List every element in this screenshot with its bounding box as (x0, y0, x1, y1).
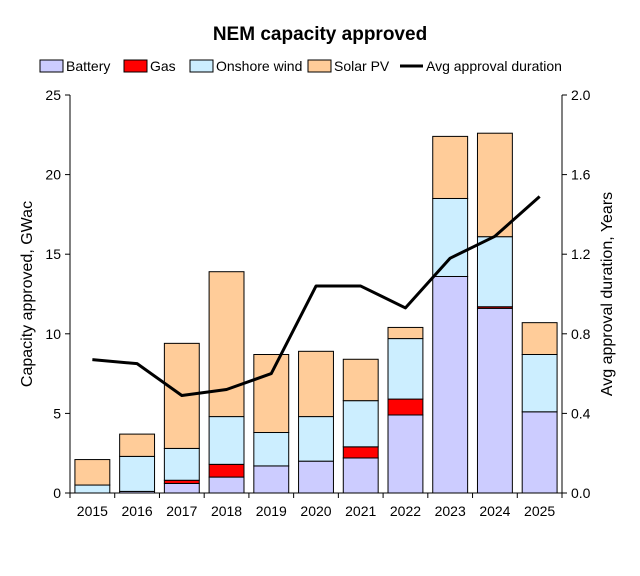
bar-onshore-wind-2016 (119, 455, 156, 492)
x-tick-label: 2018 (211, 503, 242, 519)
y2-tick-label: 0.4 (571, 405, 591, 421)
chart-title: NEM capacity approved (213, 24, 427, 45)
bar-onshore-wind-2023 (432, 197, 469, 277)
bar-solar-pv-2021 (342, 358, 379, 402)
y-tick-label: 25 (45, 87, 61, 103)
bar-battery-2021 (342, 457, 379, 494)
bar-onshore-wind-2020 (298, 416, 334, 462)
bar-gas-2022 (387, 398, 424, 416)
bar-onshore-wind-2015 (74, 484, 111, 494)
legend: Battery Gas Onshore wind Solar PV Avg approv… (39, 58, 562, 74)
legend-label-gas: Gas (150, 58, 176, 74)
bar-battery-2019 (253, 465, 290, 494)
x-axis-ticks: 2015 2016 2017 2018 2019 2020 2021 2022 2023 2024… (69, 493, 563, 519)
bar-battery-2025 (521, 411, 558, 494)
y-tick-label: 0 (53, 485, 61, 501)
bar-solar-pv-2024 (476, 132, 513, 238)
y2-tick-label: 1.6 (571, 167, 591, 183)
bar-onshore-wind-2025 (521, 354, 558, 413)
legend-item-battery: Battery (39, 58, 110, 74)
bar-solar-pv-2023 (432, 135, 469, 199)
bar-onshore-wind-2022 (387, 338, 424, 400)
bar-battery-2024 (476, 307, 513, 494)
bar-battery-2020 (298, 460, 334, 494)
y2-tick-label: 0.8 (571, 326, 591, 342)
y-tick-label: 20 (45, 167, 61, 183)
legend-swatch-gas (123, 59, 148, 73)
y2-tick-label: 0.0 (571, 485, 591, 501)
y-axis-label: Capacity approved, GWac (19, 201, 36, 387)
bar-onshore-wind-2024 (476, 236, 513, 308)
x-tick-label: 2024 (479, 503, 510, 519)
y-tick-label: 15 (45, 246, 61, 262)
bar-solar-pv-2019 (253, 354, 290, 434)
x-tick-label: 2025 (524, 503, 555, 519)
bar-solar-pv-2022 (387, 326, 424, 340)
bar-solar-pv-2015 (74, 459, 111, 486)
right-axis-ticks: 0.0 0.4 0.8 1.2 1.6 2.0 (562, 87, 591, 501)
bar-solar-pv-2025 (521, 322, 558, 356)
x-tick-label: 2019 (256, 503, 287, 519)
bar-onshore-wind-2017 (163, 447, 200, 481)
bar-onshore-wind-2019 (253, 432, 290, 467)
line-avg-approval-duration (92, 195, 541, 397)
x-tick-label: 2015 (77, 503, 108, 519)
duration-line-layer (92, 195, 541, 397)
bar-battery-2022 (387, 414, 424, 494)
y2-axis-label: Avg approval duration, Years (599, 192, 616, 396)
bar-gas-2018 (208, 463, 245, 478)
y-tick-label: 5 (53, 405, 61, 421)
legend-label-onshore-wind: Onshore wind (216, 58, 302, 74)
bar-solar-pv-2016 (119, 433, 156, 457)
bar-battery-2017 (163, 482, 200, 494)
legend-swatch-battery (39, 59, 64, 73)
y-tick-label: 10 (45, 326, 61, 342)
bar-solar-pv-2020 (298, 350, 334, 418)
left-axis-ticks: 0 5 10 15 20 25 (45, 87, 70, 501)
x-tick-label: 2016 (122, 503, 153, 519)
bar-solar-pv-2018 (208, 271, 245, 418)
bar-onshore-wind-2021 (342, 400, 379, 448)
y2-tick-label: 1.2 (571, 246, 591, 262)
x-tick-label: 2020 (300, 503, 331, 519)
x-tick-label: 2021 (345, 503, 376, 519)
x-tick-label: 2022 (390, 503, 421, 519)
legend-item-solar-pv: Solar PV (307, 58, 390, 74)
y2-tick-label: 2.0 (571, 87, 591, 103)
x-tick-label: 2017 (166, 503, 197, 519)
legend-swatch-solar-pv (307, 59, 332, 73)
legend-label-battery: Battery (66, 58, 110, 74)
bar-battery-2018 (208, 476, 245, 494)
legend-swatch-onshore-wind (189, 59, 214, 73)
legend-item-onshore-wind: Onshore wind (189, 58, 302, 74)
x-tick-label: 2023 (435, 503, 466, 519)
legend-item-gas: Gas (123, 58, 176, 74)
legend-label-avg-approval-duration: Avg approval duration (426, 58, 562, 74)
legend-item-avg-approval-duration: Avg approval duration (400, 58, 562, 74)
bar-gas-2021 (342, 446, 379, 459)
bar-battery-2023 (432, 275, 469, 494)
legend-label-solar-pv: Solar PV (334, 58, 390, 74)
bar-onshore-wind-2018 (208, 416, 245, 465)
bars (74, 132, 558, 494)
